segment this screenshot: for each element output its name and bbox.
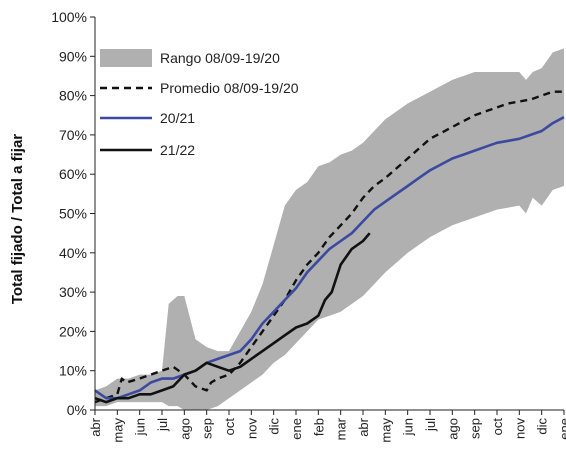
series-layer (94, 90, 565, 404)
x-tick-label: ago (177, 418, 192, 440)
y-tick-label: 40% (59, 245, 87, 261)
x-tick-label: mar (334, 417, 349, 440)
legend-label: Promedio 08/09-19/20 (160, 80, 299, 96)
y-tick-label: 20% (59, 323, 87, 339)
x-tick-label: dic (267, 418, 282, 435)
y-tick-label: 60% (59, 166, 87, 182)
x-tick-label: ene (557, 418, 566, 440)
x-tick-label: feb (311, 418, 326, 436)
x-tick-label: may (378, 418, 393, 443)
x-tick-label: abr (356, 417, 371, 436)
y-tick-label: 70% (59, 127, 87, 143)
series-line-1 (94, 90, 564, 404)
x-tick-label: jul (155, 418, 170, 432)
legend-label: Rango 08/09-19/20 (160, 50, 280, 66)
x-tick-label: ene (289, 418, 304, 440)
y-tick-label: 0% (67, 402, 87, 418)
y-tick-label: 80% (59, 88, 87, 104)
axes: 0%10%20%30%40%50%60%70%80%90%100%abr may j… (51, 9, 566, 443)
x-tick-label: abr (88, 417, 103, 436)
x-tick-label: sep (200, 418, 215, 439)
legend: Rango 08/09-19/20 Promedio 08/09-19/20 20/… (100, 49, 299, 158)
y-tick-label: 30% (59, 284, 87, 300)
y-axis-label: Total fijado / Total a fijar (9, 134, 26, 304)
x-tick-label: sep (468, 418, 483, 439)
x-tick-label: ago (445, 418, 460, 440)
x-tick-label: jul (423, 418, 438, 432)
y-tick-label: 100% (51, 9, 87, 25)
x-tick-label: jun (133, 418, 148, 436)
x-tick-label: nov (244, 418, 259, 439)
legend-swatch-band (100, 49, 152, 67)
x-tick-label: oct (490, 418, 505, 436)
legend-label: 20/21 (160, 110, 195, 126)
y-tick-label: 90% (59, 48, 87, 64)
x-tick-label: dic (535, 418, 550, 435)
x-tick-label: oct (222, 418, 237, 436)
range-band-layer (95, 48, 564, 411)
range-band (95, 48, 564, 411)
x-tick-label: may (110, 418, 125, 443)
y-tick-label: 10% (59, 363, 87, 379)
y-tick-label: 50% (59, 206, 87, 222)
x-tick-label: jun (401, 418, 416, 436)
series-line-3 (94, 232, 371, 404)
x-tick-label: nov (512, 418, 527, 439)
series-line-2 (94, 116, 565, 400)
legend-label: 21/22 (160, 142, 195, 158)
